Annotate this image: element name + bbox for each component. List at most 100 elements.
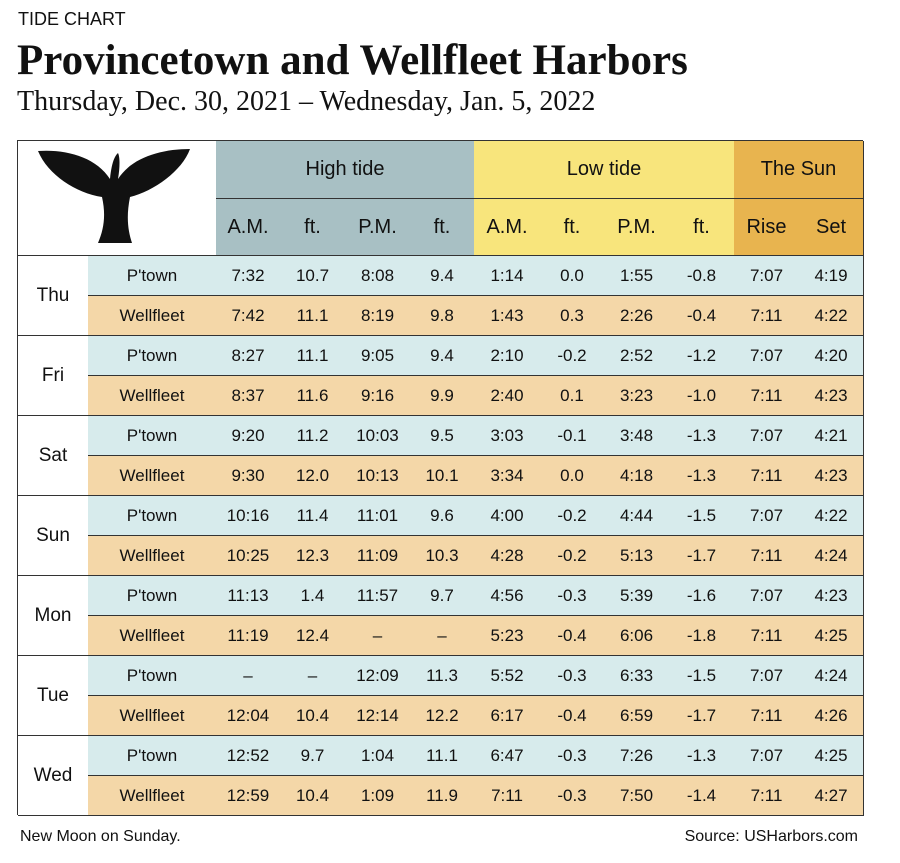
tide-cell: 11.6 [280,376,346,416]
subtitle: Thursday, Dec. 30, 2021 – Wednesday, Jan… [17,86,596,117]
group-header: High tide [216,141,475,199]
day-label: Fri [18,336,89,416]
group-header: Low tide [474,141,735,199]
tide-cell: 10.3 [410,536,475,576]
tide-cell: 6:06 [604,616,670,656]
tide-cell: 4:23 [799,456,864,496]
tide-cell: 9.6 [410,496,475,536]
tide-cell: 12:09 [345,656,411,696]
tide-cell: 11.2 [280,416,346,456]
day-label: Wed [18,736,89,816]
tide-cell: 3:03 [474,416,541,456]
tide-cell: – [216,656,281,696]
tide-cell: 4:24 [799,536,864,576]
tide-cell: 10.4 [280,776,346,816]
tide-cell: 7:07 [734,656,800,696]
tide-cell: -0.3 [540,736,605,776]
tide-cell: 6:33 [604,656,670,696]
column-header: ft. [540,199,605,256]
whale-tail-icon [38,149,190,243]
tide-cell: 7:07 [734,496,800,536]
tide-cell: 4:27 [799,776,864,816]
day-label: Tue [18,656,89,736]
tide-cell: -1.8 [669,616,735,656]
tide-cell: 6:47 [474,736,541,776]
tide-cell: 11.1 [280,296,346,336]
day-label: Thu [18,256,89,336]
column-header: ft. [410,199,475,256]
tide-cell: -0.2 [540,536,605,576]
tide-cell: 2:26 [604,296,670,336]
location: P'town [88,496,217,536]
location: P'town [88,256,217,296]
table: High tide Low tide The Sun A.M. ft. P.M. ft. A.… [17,140,864,816]
location: Wellfleet [88,376,217,416]
column-header: ft. [669,199,735,256]
tide-cell: 4:23 [799,376,864,416]
tide-cell: 12:14 [345,696,411,736]
tide-cell: 9.7 [280,736,346,776]
tide-cell: 4:25 [799,616,864,656]
tide-cell: – [410,616,475,656]
tide-cell: 12:52 [216,736,281,776]
location: Wellfleet [88,776,217,816]
tide-cell: -0.1 [540,416,605,456]
tide-cell: 11.1 [410,736,475,776]
tide-cell: 8:08 [345,256,411,296]
tide-cell: 11:19 [216,616,281,656]
tide-cell: 7:42 [216,296,281,336]
tide-cell: 7:11 [734,696,800,736]
day-label: Sun [18,496,89,576]
tide-cell: 4:23 [799,576,864,616]
tide-cell: 5:52 [474,656,541,696]
tide-cell: 9.4 [410,336,475,376]
tide-cell: 7:07 [734,416,800,456]
tide-cell: 10:03 [345,416,411,456]
tide-cell: 7:32 [216,256,281,296]
location: P'town [88,656,217,696]
tide-cell: 0.0 [540,256,605,296]
tide-cell: -0.3 [540,576,605,616]
label: TIDE CHART [18,9,126,29]
tide-cell: 7:11 [734,376,800,416]
tide-cell: 4:22 [799,296,864,336]
tide-cell: -1.4 [669,776,735,816]
tide-cell: 11:57 [345,576,411,616]
tide-cell: 11.1 [280,336,346,376]
location: Wellfleet [88,296,217,336]
tide-cell: 7:07 [734,576,800,616]
tide-cell: 9:16 [345,376,411,416]
location: Wellfleet [88,536,217,576]
tide-cell: 11.4 [280,496,346,536]
tide-cell: 8:19 [345,296,411,336]
tide-cell: 3:48 [604,416,670,456]
tide-cell: 11:09 [345,536,411,576]
tide-cell: – [345,616,411,656]
tide-cell: 5:13 [604,536,670,576]
tide-cell: 2:40 [474,376,541,416]
tide-cell: 4:20 [799,336,864,376]
column-header: A.M. [216,199,281,256]
tide-cell: -0.4 [669,296,735,336]
location: P'town [88,336,217,376]
tide-cell: 4:19 [799,256,864,296]
tide-cell: -0.2 [540,496,605,536]
column-header: P.M. [345,199,411,256]
tide-cell: 1:09 [345,776,411,816]
tide-cell: 9:05 [345,336,411,376]
tide-cell: -1.5 [669,496,735,536]
tide-cell: 1.4 [280,576,346,616]
tide-cell: 4:21 [799,416,864,456]
column-header: ft. [280,199,346,256]
tide-cell: 8:27 [216,336,281,376]
tide-cell: 10:13 [345,456,411,496]
tide-cell: 2:52 [604,336,670,376]
tide-cell: 11:13 [216,576,281,616]
tide-cell: 1:43 [474,296,541,336]
tide-cell: 0.3 [540,296,605,336]
tide-cell: 0.0 [540,456,605,496]
tide-cell: -1.3 [669,456,735,496]
tide-cell: 9.4 [410,256,475,296]
footnote: New Moon on Sunday. [20,828,181,845]
